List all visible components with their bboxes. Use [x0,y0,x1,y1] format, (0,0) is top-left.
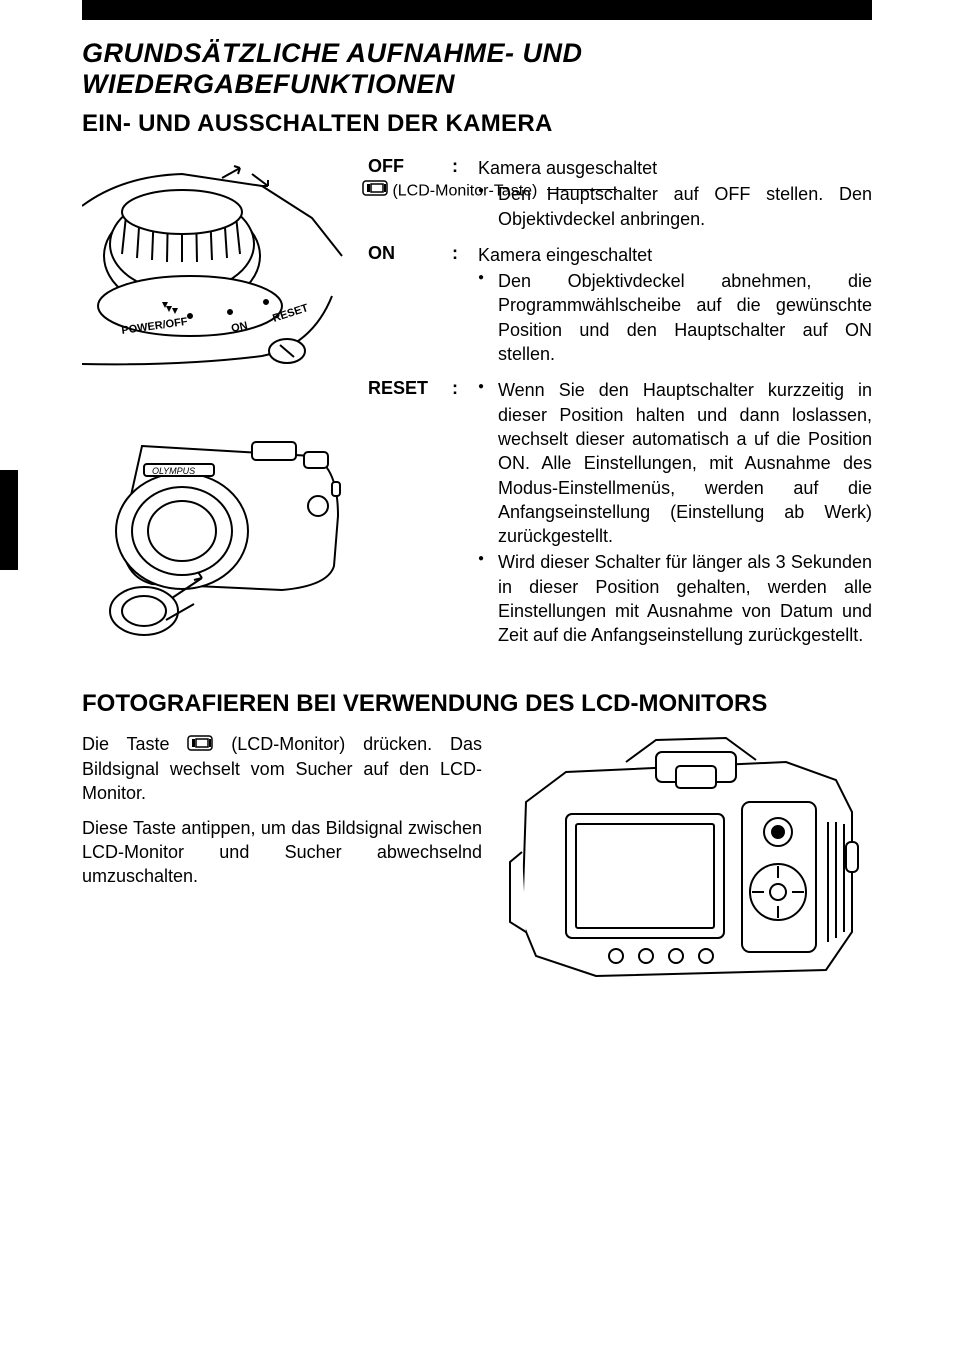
def-lead-on: Kamera eingeschaltet [478,243,872,267]
figure-column: POWER/OFF ON RESET [82,156,344,650]
colon: : [452,243,462,368]
dial-label-on: ON [230,320,249,335]
camera-back-illustration [506,732,872,1017]
brand-text: OLYMPUS [152,466,195,476]
def-term-on: ON [368,243,436,368]
para1: Die Taste (LCD-Monitor) drücken. Das Bil… [82,732,482,806]
bullet: Wird dieser Schalter für länger als 3 Se… [478,550,872,647]
page-title: GRUNDSÄTZLICHE AUFNAHME- UND WIEDERGABEF… [82,38,872,100]
def-body-reset: Wenn Sie den Hauptschalter kurzzeitig in… [478,378,872,649]
section2-title: FOTOGRAFIEREN BEI VERWENDUNG DES LCD-MON… [82,690,872,718]
lcd-icon [187,733,213,757]
def-term-reset: RESET [368,378,436,649]
section-power: POWER/OFF ON RESET [82,156,872,650]
bullet: Wenn Sie den Hauptschalter kurzzeitig in… [478,378,872,548]
para2: Diese Taste antippen, um das Bildsignal … [82,816,482,889]
definition-list: OFF : Kamera ausgeschaltet Den Hauptscha… [368,156,872,650]
camera-illustration: OLYMPUS [82,416,344,646]
header-bar [82,0,872,20]
para1-pre: Die Taste [82,734,187,754]
def-lead-off: Kamera ausgeschaltet [478,156,872,180]
section-lcd: FOTOGRAFIEREN BEI VERWENDUNG DES LCD-MON… [82,690,872,1017]
page: GRUNDSÄTZLICHE AUFNAHME- UND WIEDERGABEF… [0,0,954,1346]
section2-text: Die Taste (LCD-Monitor) drücken. Das Bil… [82,732,482,1017]
colon: : [452,378,462,649]
pointer-line [547,189,617,190]
section2-body: Die Taste (LCD-Monitor) drücken. Das Bil… [82,732,872,1017]
section1-title: EIN- UND AUSSCHALTEN DER KAMERA [82,110,872,138]
side-tab [0,470,18,570]
lcd-icon [362,180,388,203]
def-body-on: Kamera eingeschaltet Den Objektivdeckel … [478,243,872,368]
lcd-label-text: (LCD-Monitor-Taste) [392,183,537,200]
def-reset: RESET : Wenn Sie den Hauptschalter kurzz… [368,378,872,649]
lcd-button-label: (LCD-Monitor-Taste) [362,180,537,203]
bullet: Den Objektivdeckel abnehmen, die Program… [478,269,872,366]
def-on: ON : Kamera eingeschaltet Den Objektivde… [368,243,872,368]
dial-illustration: POWER/OFF ON RESET [82,156,344,386]
content-area: GRUNDSÄTZLICHE AUFNAHME- UND WIEDERGABEF… [82,0,872,1017]
